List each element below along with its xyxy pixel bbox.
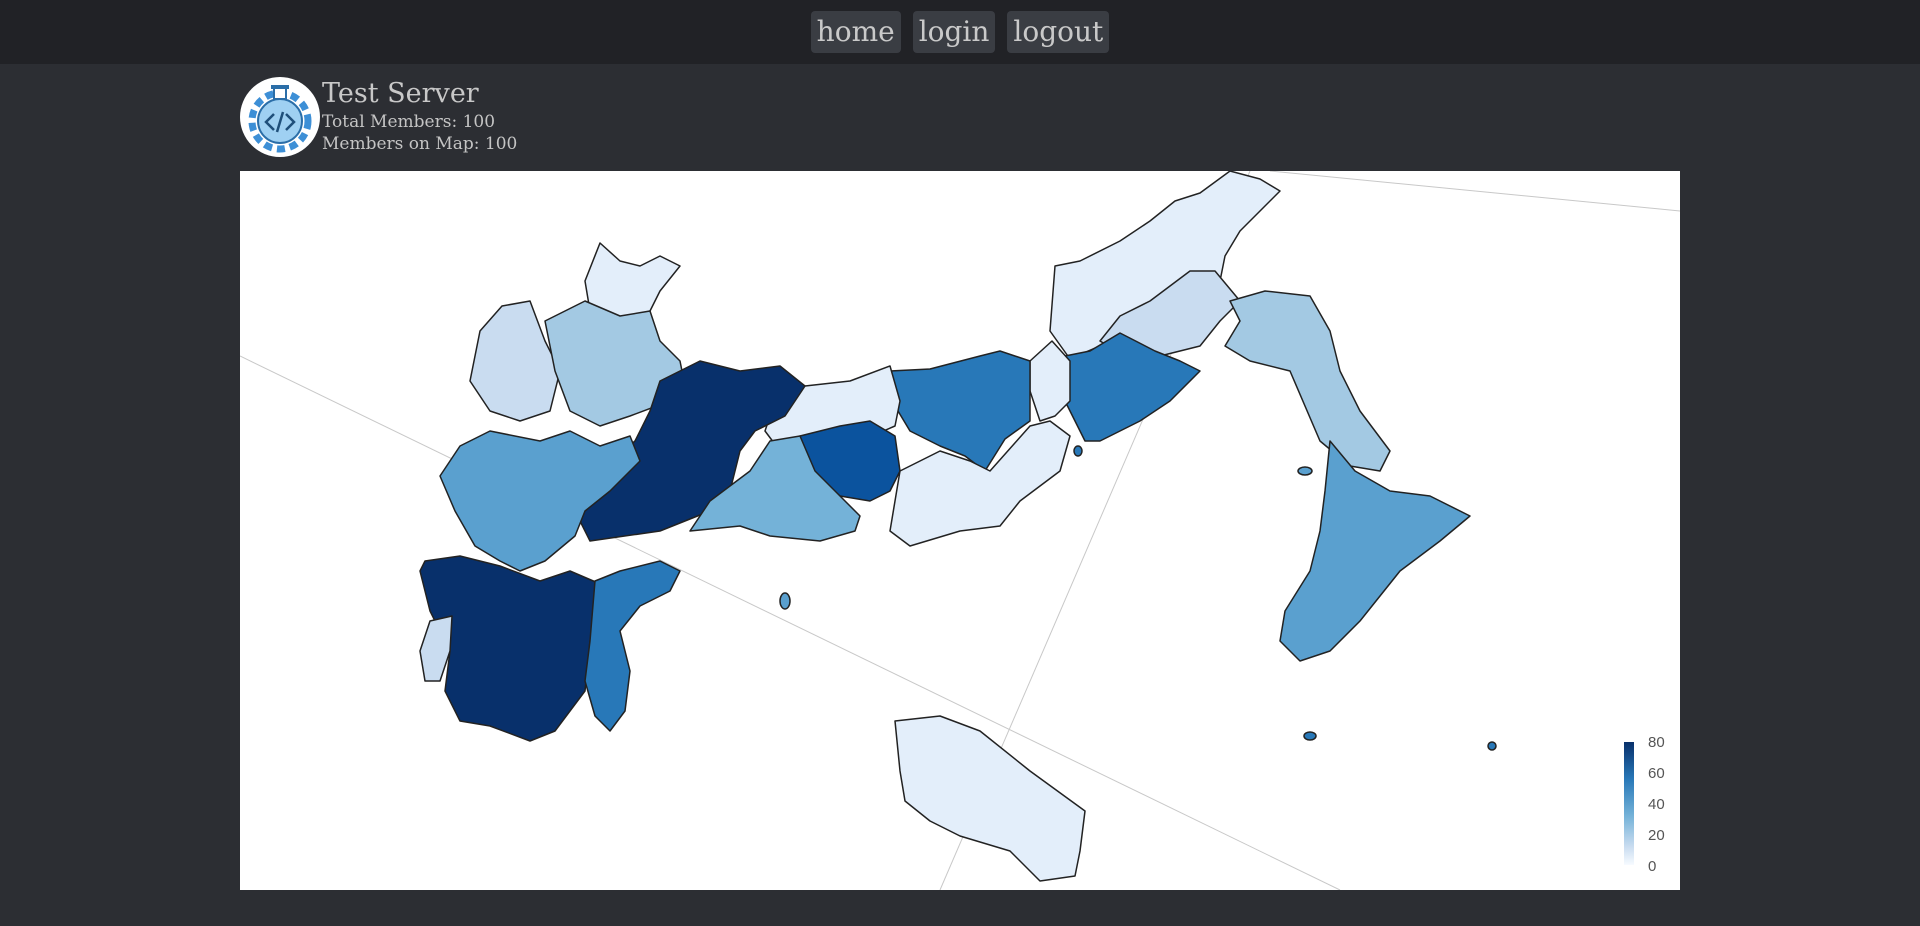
server-header: Test Server Total Members: 100 Members o… xyxy=(240,77,517,159)
colorbar-tick-label: 20 xyxy=(1648,827,1665,844)
colorbar-scale xyxy=(1624,742,1634,865)
map-region[interactable] xyxy=(889,350,1031,472)
nav-login-button[interactable]: login xyxy=(912,11,996,53)
graticule-line xyxy=(240,355,1341,890)
colorbar-tick-label: 80 xyxy=(1648,734,1665,751)
map-region[interactable] xyxy=(1049,332,1201,442)
choropleth-map[interactable]: 80 60 40 20 0 xyxy=(240,171,1680,890)
map-region[interactable] xyxy=(439,430,641,572)
map-region[interactable] xyxy=(1029,340,1071,422)
top-nav-bar: home login logout xyxy=(0,0,1920,64)
code-gear-flask-icon xyxy=(248,85,312,153)
map-island xyxy=(1303,731,1317,741)
server-name: Test Server xyxy=(322,78,479,109)
map-island xyxy=(1073,445,1083,457)
colorbar-tick-label: 40 xyxy=(1648,796,1665,813)
colorbar-tick-label: 0 xyxy=(1648,858,1656,875)
graticule-line xyxy=(1269,171,1680,212)
map-region[interactable] xyxy=(1279,440,1471,662)
server-logo xyxy=(240,77,320,157)
map-island xyxy=(779,592,791,610)
map-region[interactable] xyxy=(689,435,861,542)
total-members-text: Total Members: 100 xyxy=(322,112,496,132)
nav-logout-button[interactable]: logout xyxy=(1007,11,1110,53)
map-region[interactable] xyxy=(889,420,1071,547)
map-region[interactable] xyxy=(894,715,1086,882)
map-region[interactable] xyxy=(469,300,561,422)
members-on-map-text: Members on Map: 100 xyxy=(322,134,518,154)
colorbar-tick-label: 60 xyxy=(1648,765,1665,782)
map-island xyxy=(1487,741,1497,751)
map-region[interactable] xyxy=(584,560,681,732)
map-region[interactable] xyxy=(419,615,453,682)
map-region[interactable] xyxy=(1224,290,1391,472)
nav-home-button[interactable]: home xyxy=(810,11,901,53)
map-island xyxy=(1297,466,1313,476)
map-region[interactable] xyxy=(1099,270,1241,357)
colorbar-legend: 80 60 40 20 0 xyxy=(1624,734,1665,875)
